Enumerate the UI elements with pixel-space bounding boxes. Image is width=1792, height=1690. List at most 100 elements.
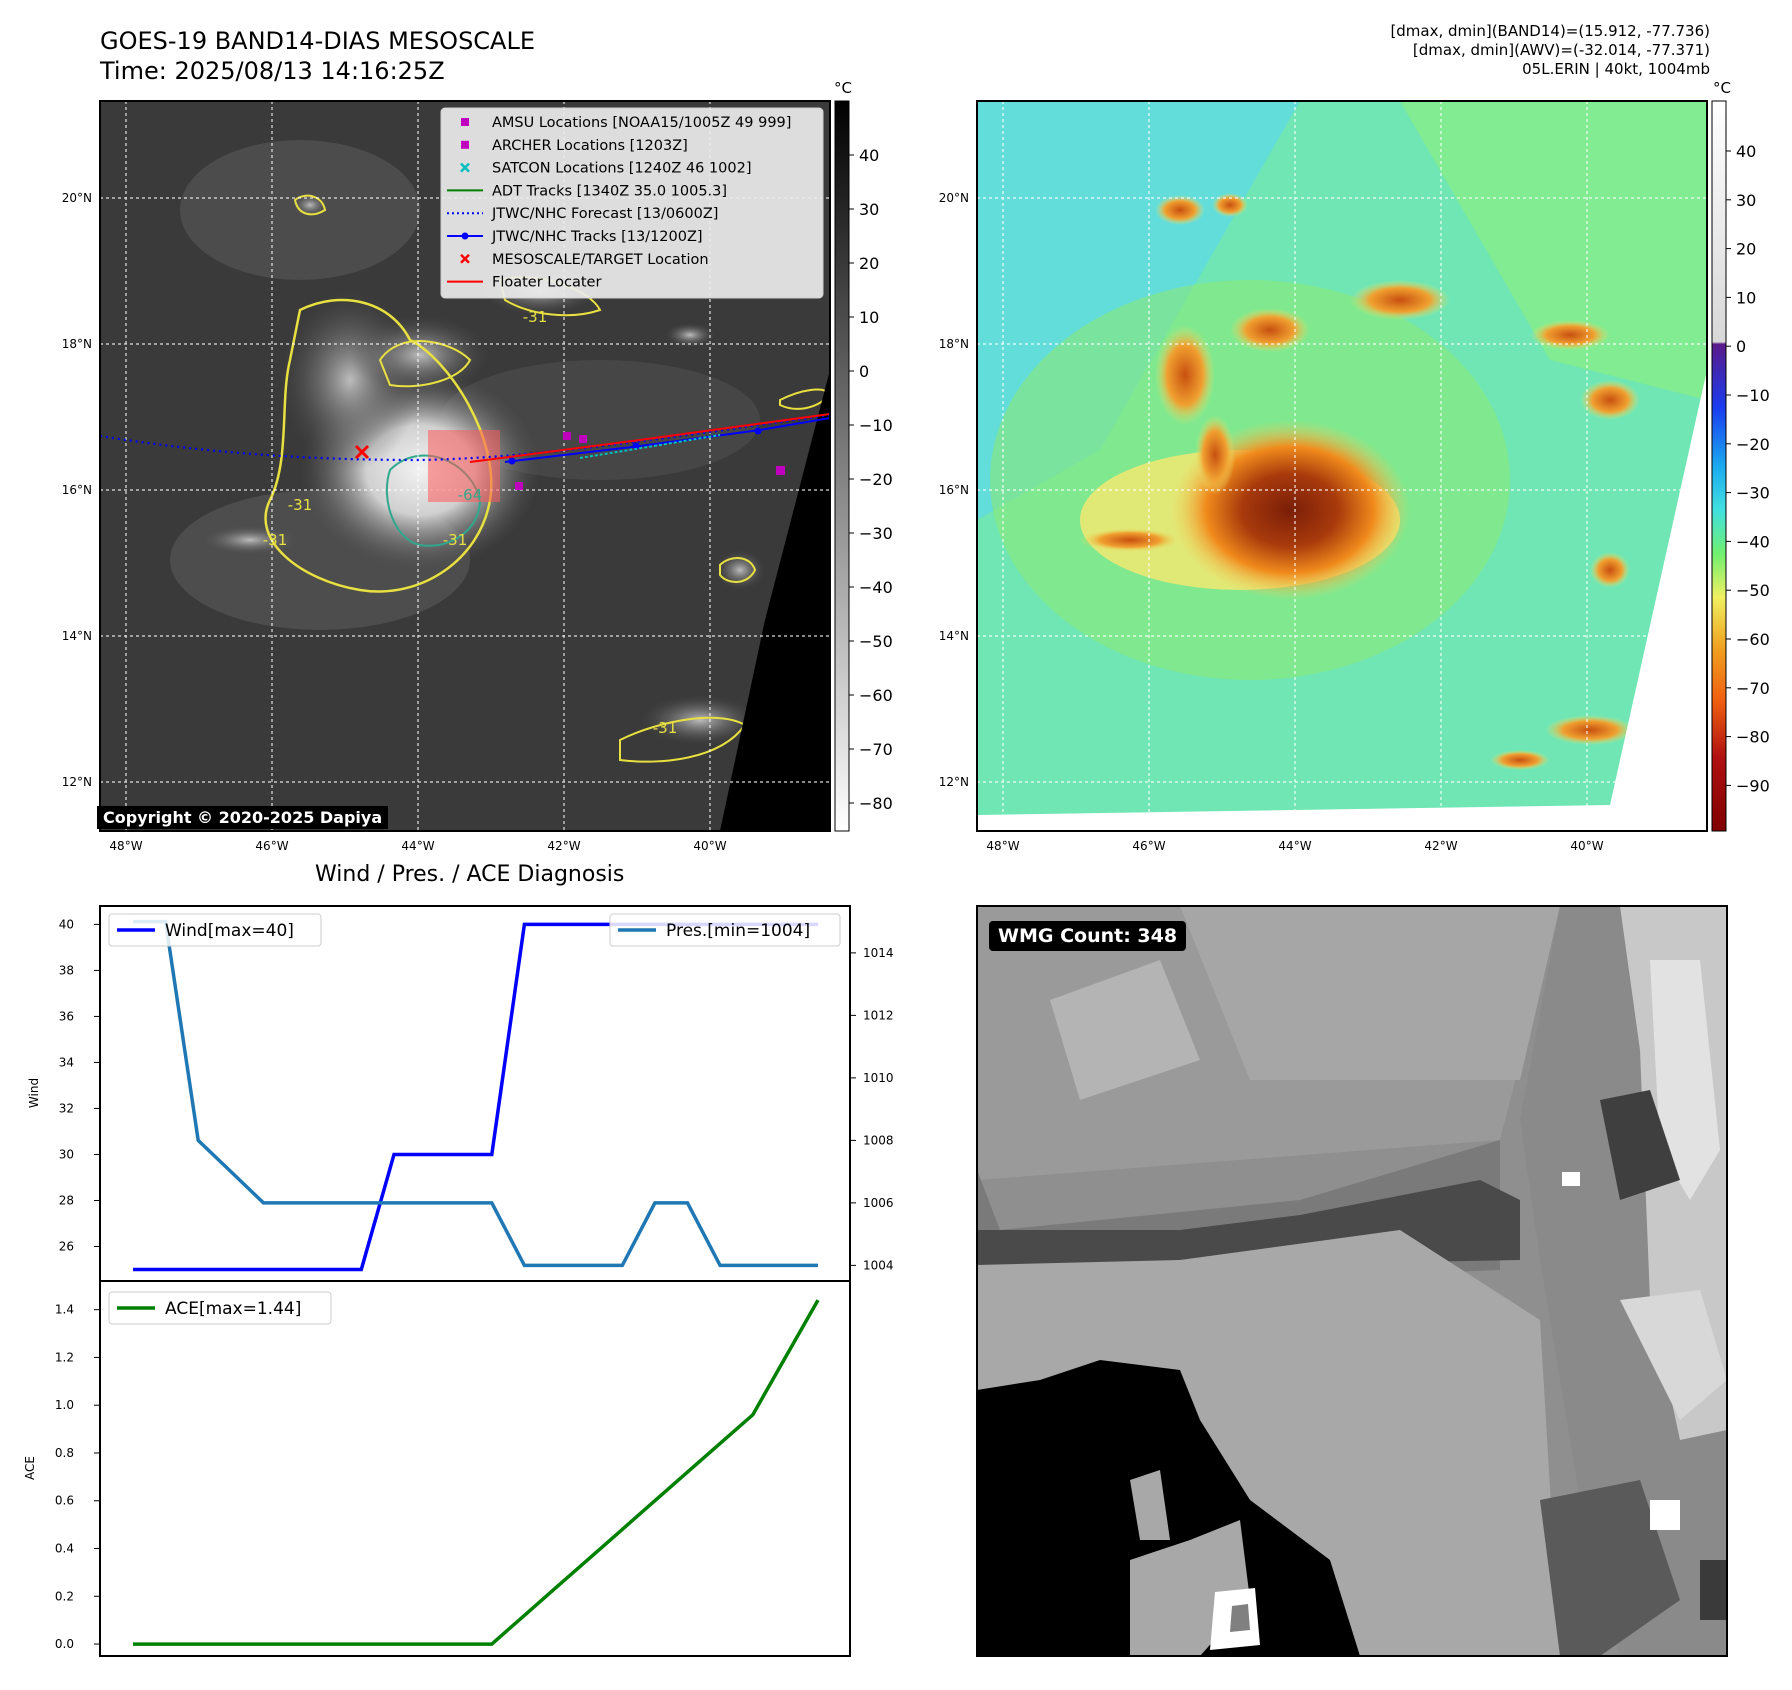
wind-legend: Wind[max=40]: [108, 913, 322, 947]
ace-tick-label: 1.2: [55, 1350, 74, 1364]
color-colorbar-tick-label: −10: [1736, 386, 1770, 405]
ace-series-line: [133, 1299, 820, 1646]
wind-tick-label: 40: [59, 917, 74, 931]
ace-legend-frame: [108, 1291, 332, 1325]
wmg-count-badge: WMG Count: 348: [989, 921, 1187, 951]
color-colorbar-tick-label: 20: [1736, 240, 1756, 259]
legend-label: JTWC/NHC Tracks [13/1200Z]: [491, 229, 703, 245]
gray-colorbar-tick-label: −80: [859, 794, 893, 813]
pressure-tick-label: 1004: [863, 1258, 894, 1272]
color-lat-label: 14°N: [939, 629, 969, 643]
legend-label: JTWC/NHC Forecast [13/0600Z]: [491, 206, 718, 222]
dmax-awv: [dmax, dmin](AWV)=(-32.014, -77.371): [1412, 41, 1710, 59]
color-colorbar-tick-label: −30: [1736, 484, 1770, 503]
ir-lat-label: 14°N: [62, 629, 92, 643]
color-lon-label: 44°W: [1278, 839, 1311, 853]
color-lat-label: 12°N: [939, 775, 969, 789]
ace-tick-label: 0.0: [55, 1637, 74, 1651]
pressure-tick-label: 1010: [863, 1071, 894, 1085]
color-colorbar-tick-label: −20: [1736, 435, 1770, 454]
ir-lat-label: 20°N: [62, 191, 92, 205]
ace-tick-label: 0.6: [55, 1494, 74, 1508]
ir-lon-label: 48°W: [109, 839, 142, 853]
legend-item: AMSU Locations [NOAA15/1005Z 49 999]: [461, 115, 791, 131]
legend-square-marker: [461, 118, 469, 126]
title-line-time: Time: 2025/08/13 14:16:25Z: [100, 57, 445, 85]
legend-item: JTWC/NHC Tracks [13/1200Z]: [447, 229, 703, 245]
figure-title: GOES-19 BAND14-DIAS MESOSCALE Time: 2025…: [100, 26, 535, 86]
gray-colorbar-tick-label: −50: [859, 632, 893, 651]
dmax-band14: [dmax, dmin](BAND14)=(15.912, -77.736): [1390, 22, 1710, 40]
gray-colorbar-tick-label: 20: [859, 254, 879, 273]
wind-tick-label: 38: [59, 963, 74, 977]
legend-label: ARCHER Locations [1203Z]: [492, 138, 688, 154]
legend-label: ADT Tracks [1340Z 35.0 1005.3]: [492, 183, 727, 199]
pressure-tick-label: 1012: [863, 1008, 894, 1022]
ace-legend-label: ACE[max=1.44]: [165, 1299, 301, 1319]
copyright-label: Copyright © 2020-2025 Dapiya: [97, 806, 389, 829]
contour-label: -31: [523, 308, 548, 326]
contour-label: -31: [263, 531, 288, 549]
pressure-series-line: [133, 919, 818, 1268]
ir-lon-label: 44°W: [401, 839, 434, 853]
gray-colorbar-tick-label: 10: [859, 308, 879, 327]
ir-lat-label: 18°N: [62, 337, 92, 351]
title-line-product: GOES-19 BAND14-DIAS MESOSCALE: [100, 27, 536, 55]
wmg-panel: [976, 905, 1728, 1657]
ir-lon-label: 40°W: [693, 839, 726, 853]
gray-colorbar-tick-label: 0: [859, 362, 869, 381]
color-colorbar-tick-label: −80: [1736, 728, 1770, 747]
gray-colorbar-tick-label: −70: [859, 740, 893, 759]
gray-colorbar-tick-label: −60: [859, 686, 893, 705]
color-lat-label: 16°N: [939, 483, 969, 497]
gray-colorbar-tick-label: 30: [859, 200, 879, 219]
color-lon-label: 42°W: [1424, 839, 1457, 853]
legend-item: SATCON Locations [1240Z 46 1002]: [460, 161, 751, 177]
storm-info: [dmax, dmin](BAND14)=(15.912, -77.736) […: [1390, 22, 1710, 79]
legend-item: ARCHER Locations [1203Z]: [461, 138, 688, 154]
pressure-legend-label: Pres.[min=1004]: [666, 921, 810, 941]
color-colorbar-tick-label: −40: [1736, 532, 1770, 551]
diagnosis-title: Wind / Pres. / ACE Diagnosis: [315, 862, 625, 887]
ace-tick-label: 0.8: [55, 1446, 74, 1460]
wind-legend-label: Wind[max=40]: [165, 921, 294, 941]
gray-colorbar-tick-label: 40: [859, 146, 879, 165]
color-lat-label: 18°N: [939, 337, 969, 351]
legend-square-marker: [461, 140, 469, 149]
pressure-legend-frame: [609, 913, 841, 947]
contour-label: -31: [288, 496, 313, 514]
pressure-tick-label: 1006: [863, 1196, 894, 1210]
wind-tick-label: 34: [59, 1055, 74, 1069]
legend-label: AMSU Locations [NOAA15/1005Z 49 999]: [492, 115, 791, 131]
color-colorbar-tick-label: 40: [1736, 142, 1756, 161]
wind-tick-label: 30: [59, 1147, 74, 1161]
contour-label: -31: [653, 719, 678, 737]
color-colorbar-tick-label: 10: [1736, 288, 1756, 307]
wind-tick-label: 26: [59, 1239, 74, 1253]
gray-colorbar-tick-label: −30: [859, 524, 893, 543]
ace-tick-label: 0.2: [55, 1589, 74, 1603]
gray-colorbar-tick-label: −40: [859, 578, 893, 597]
ir-lon-label: 46°W: [255, 839, 288, 853]
wind-tick-label: 36: [59, 1009, 74, 1023]
map-legend: AMSU Locations [NOAA15/1005Z 49 999] ARCH…: [440, 107, 824, 299]
color-map-panel: 20°N18°N16°N14°N12°N 48°W 46°W 44°W 42°W 40°…: [939, 79, 1770, 853]
color-colorbar-tick-label: −70: [1736, 679, 1770, 698]
ace-tick-label: 1.4: [55, 1303, 74, 1317]
color-colorbar-ticks: 40 30 20 10 0 −10 −20 −30 −40 −50 −60 −70 −80 −90: [1726, 142, 1770, 795]
pressure-tick-label: 1014: [863, 946, 894, 960]
ir-lat-label: 12°N: [62, 775, 92, 789]
storm-summary: 05L.ERIN | 40kt, 1004mb: [1522, 60, 1710, 78]
wind-tick-label: 28: [59, 1193, 74, 1207]
color-lon-label: 46°W: [1132, 839, 1165, 853]
legend-x-marker: [460, 253, 470, 264]
legend-item: MESOSCALE/TARGET Location: [460, 252, 709, 268]
color-colorbar-tick-label: −90: [1736, 776, 1770, 795]
ace-tick-label: 0.4: [55, 1542, 74, 1556]
wind-tick-label: 32: [59, 1101, 74, 1115]
gray-colorbar-ticks: 40 30 20 10 0 −10 −20 −30 −40 −50 −60 −70 −80: [849, 146, 893, 813]
contour-label: -31: [443, 531, 468, 549]
color-colorbar-tick-label: −60: [1736, 630, 1770, 649]
gray-colorbar-tick-label: −10: [859, 416, 893, 435]
legend-x-marker: [460, 162, 470, 173]
